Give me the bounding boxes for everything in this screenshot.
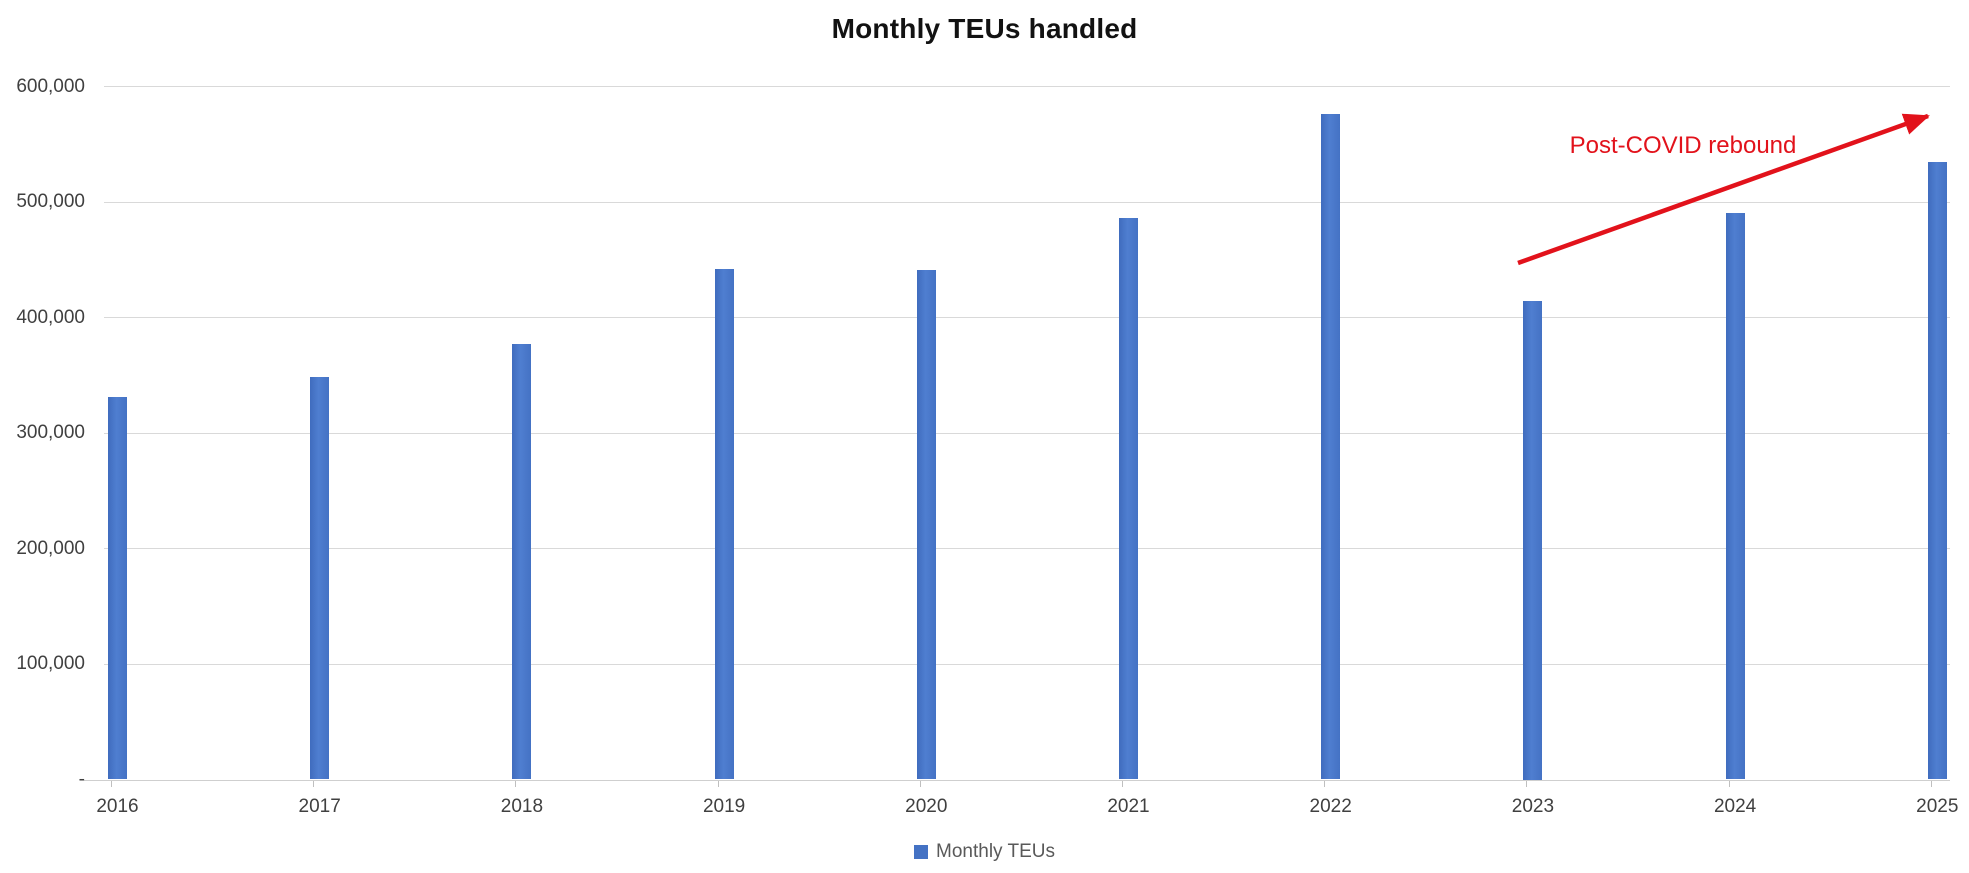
x-axis-tick-label: 2017: [298, 796, 341, 817]
y-axis-tick-label: 500,000: [16, 191, 85, 213]
y-axis-tick-label: -: [78, 769, 85, 790]
x-axis-tick: [1122, 780, 1123, 787]
y-axis-tick-label: 100,000: [16, 653, 85, 675]
x-axis-tick: [111, 780, 112, 787]
bar-2016: [108, 396, 127, 780]
bar-2022: [1321, 113, 1341, 780]
x-axis-tick-label: 2021: [1107, 796, 1150, 817]
gridline: [104, 86, 1950, 87]
bar-2024: [1725, 213, 1745, 780]
x-axis-tick-label: 2019: [702, 796, 746, 817]
y-axis-tick-label: 400,000: [16, 306, 85, 328]
x-axis-tick: [1526, 780, 1528, 787]
chart-title: Monthly TEUs handled: [831, 13, 1138, 44]
gridline: [104, 548, 1950, 550]
y-axis-tick-label: 300,000: [16, 422, 85, 444]
bar-2025: [1927, 162, 1947, 780]
legend: Monthly TEUs: [0, 841, 1969, 863]
bar-2018: [512, 343, 532, 780]
x-axis-tick: [1930, 780, 1932, 787]
x-axis-tick-label: 2018: [500, 796, 544, 817]
legend-label: Monthly TEUs: [936, 841, 1055, 862]
x-axis-tick: [919, 780, 921, 787]
y-axis-tick-label: 600,000: [16, 75, 85, 97]
x-axis-tick: [313, 780, 315, 787]
x-axis-tick-label: 2020: [905, 796, 948, 817]
annotation-label: Post-COVID rebound: [1569, 132, 1797, 159]
x-axis-tick: [1728, 780, 1730, 787]
bar-2019: [714, 268, 734, 780]
y-axis-tick-label: 200,000: [16, 537, 85, 559]
gridline: [104, 432, 1950, 434]
bar-2020: [916, 269, 936, 780]
x-axis-line: [84, 779, 1950, 781]
legend-swatch-icon: [914, 845, 929, 859]
x-axis-tick-label: 2025: [1916, 796, 1959, 817]
bar-2017: [310, 377, 330, 780]
bar-2023: [1523, 301, 1543, 780]
gridline: [104, 317, 1950, 319]
x-axis-tick-label: 2024: [1713, 796, 1757, 817]
x-axis-tick-label: 2023: [1511, 796, 1555, 817]
gridline: [104, 663, 1950, 665]
gridline: [104, 201, 1950, 203]
x-axis-tick: [1324, 780, 1326, 787]
x-axis-tick-label: 2022: [1309, 796, 1352, 817]
x-axis-tick: [515, 780, 517, 787]
x-axis-tick-label: 2016: [96, 796, 139, 817]
x-axis-tick: [717, 780, 719, 787]
bar-2021: [1119, 217, 1138, 780]
